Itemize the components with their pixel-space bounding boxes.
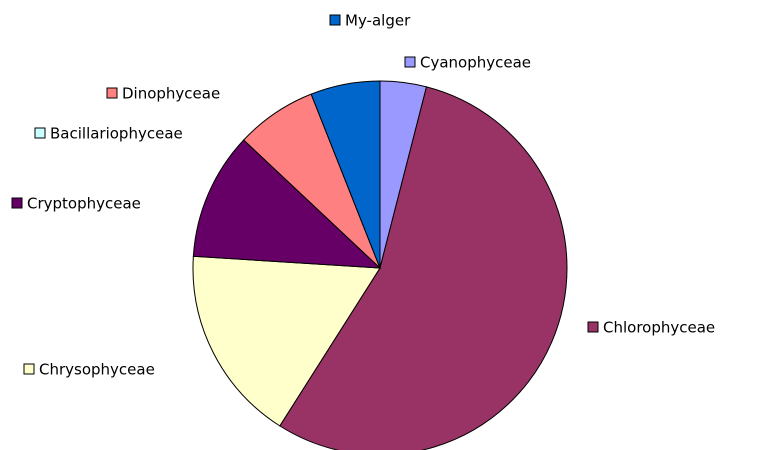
- legend-swatch: [34, 127, 46, 139]
- legend-swatch: [404, 56, 416, 68]
- pie-slice: [310, 80, 381, 269]
- legend-swatch: [23, 363, 35, 375]
- slice-label: Chlorophyceae: [603, 319, 715, 337]
- pie-slice: [192, 255, 381, 427]
- slice-label: My-alger: [345, 12, 411, 30]
- slice-label: Dinophyceae: [122, 85, 220, 103]
- legend-swatch: [587, 321, 599, 333]
- slice-label: Cryptophyceae: [27, 195, 141, 213]
- pie-slice: [279, 86, 568, 450]
- slice-label: Bacillariophyceae: [50, 125, 183, 143]
- pie-slice: [192, 139, 382, 269]
- slice-label: Chrysophyceae: [39, 361, 155, 379]
- slice-label: Cyanophyceae: [420, 54, 531, 72]
- legend-swatch: [329, 14, 341, 26]
- legend-swatch: [106, 87, 118, 99]
- legend-swatch: [11, 197, 23, 209]
